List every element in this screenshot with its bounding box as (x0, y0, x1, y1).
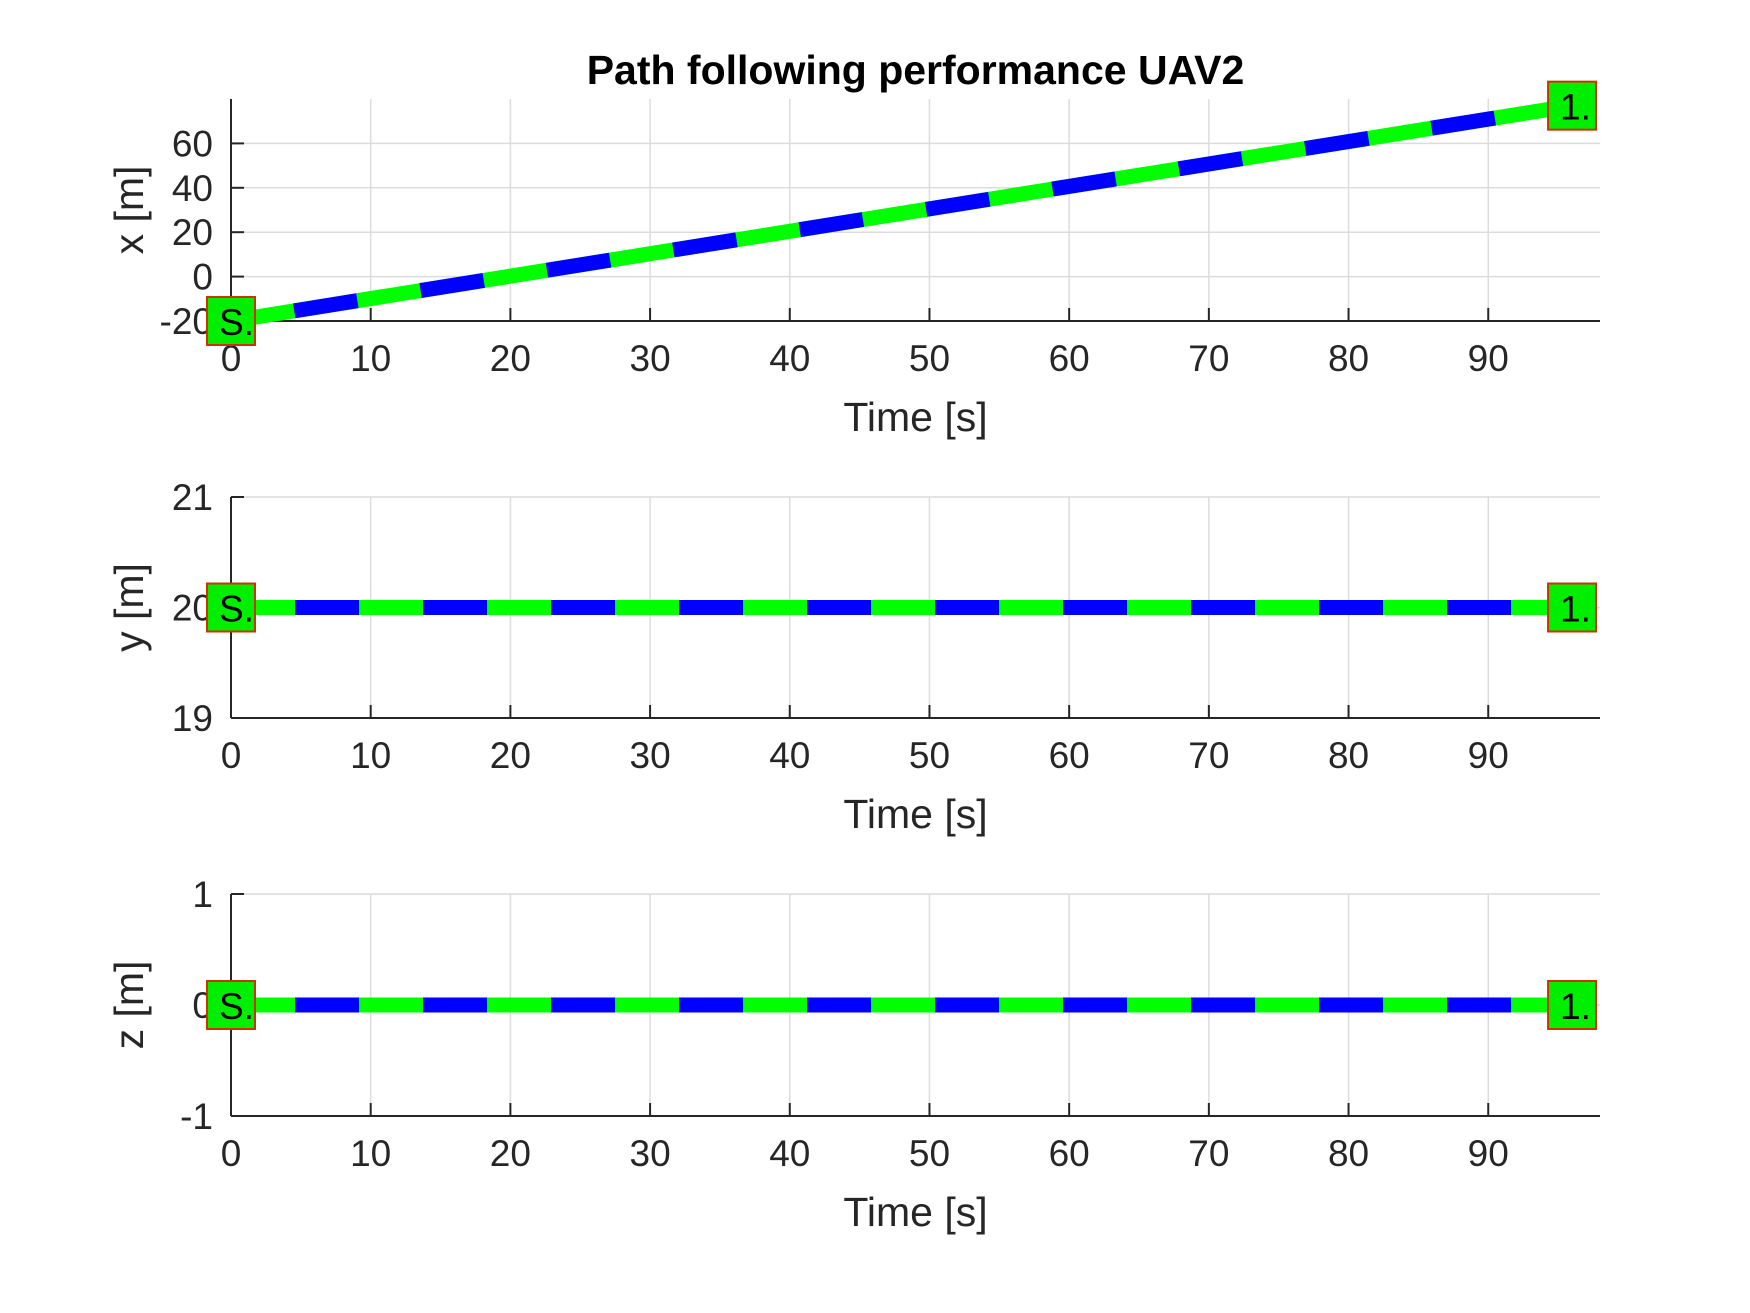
x-tick-label: 40 (769, 735, 810, 776)
x-tick-label: 0 (221, 735, 242, 776)
x-axis-label: Time [s] (843, 1189, 987, 1235)
x-tick-label: 20 (490, 1133, 531, 1174)
y-axis-label: z [m] (106, 961, 152, 1050)
x-axis-label: Time [s] (843, 394, 987, 440)
start-marker-label: S. (219, 589, 254, 630)
x-tick-label: 70 (1188, 735, 1229, 776)
start-marker-label: S. (219, 986, 254, 1027)
end-marker (1547, 980, 1598, 1030)
end-marker (1547, 582, 1598, 633)
start-marker (206, 582, 256, 633)
x-tick-label: 60 (1049, 1133, 1090, 1174)
x-tick-label: 30 (630, 338, 671, 379)
x-axis-label: Time [s] (843, 791, 987, 837)
chart-title: Path following performance UAV2 (587, 47, 1245, 93)
x-tick-label: 70 (1188, 1133, 1229, 1174)
x-tick-label: 20 (490, 735, 531, 776)
x-tick-label: 60 (1049, 735, 1090, 776)
x-tick-label: 10 (350, 735, 391, 776)
y-axis-label: y [m] (106, 563, 152, 652)
x-tick-label: 90 (1468, 1133, 1509, 1174)
start-marker-label: S. (219, 302, 254, 343)
x-tick-label: 40 (769, 1133, 810, 1174)
x-tick-label: 90 (1468, 338, 1509, 379)
y-tick-label: 21 (172, 477, 213, 518)
x-tick-label: 30 (630, 735, 671, 776)
y-tick-label: 60 (172, 123, 213, 164)
y-tick-label: 20 (172, 212, 213, 253)
y-tick-label: 40 (172, 168, 213, 209)
end-marker-label: 1. (1560, 87, 1591, 128)
y-axis-label: x [m] (106, 166, 152, 255)
end-marker-label: 1. (1560, 986, 1591, 1027)
x-tick-label: 30 (630, 1133, 671, 1174)
x-tick-label: 50 (909, 1133, 950, 1174)
x-tick-label: 10 (350, 1133, 391, 1174)
y-tick-label: -1 (180, 1096, 213, 1137)
start-marker (206, 296, 256, 346)
x-tick-label: 60 (1049, 338, 1090, 379)
x-tick-label: 50 (909, 338, 950, 379)
y-tick-label: 0 (192, 257, 213, 298)
x-tick-label: 80 (1328, 338, 1369, 379)
x-tick-label: 50 (909, 735, 950, 776)
y-tick-label: -20 (160, 301, 213, 342)
end-marker-label: 1. (1560, 589, 1591, 630)
x-tick-label: 80 (1328, 1133, 1369, 1174)
x-tick-label: 80 (1328, 735, 1369, 776)
x-tick-label: 40 (769, 338, 810, 379)
actual-path-line (229, 98, 1574, 329)
x-tick-label: 20 (490, 338, 531, 379)
y-tick-label: 1 (192, 874, 213, 915)
end-marker (1547, 80, 1598, 131)
x-tick-label: 0 (221, 1133, 242, 1174)
start-marker (206, 980, 256, 1030)
x-tick-label: 70 (1188, 338, 1229, 379)
y-tick-label: 19 (172, 698, 213, 739)
x-tick-label: 90 (1468, 735, 1509, 776)
x-tick-label: 10 (350, 338, 391, 379)
x-tick-label: 0 (221, 338, 242, 379)
